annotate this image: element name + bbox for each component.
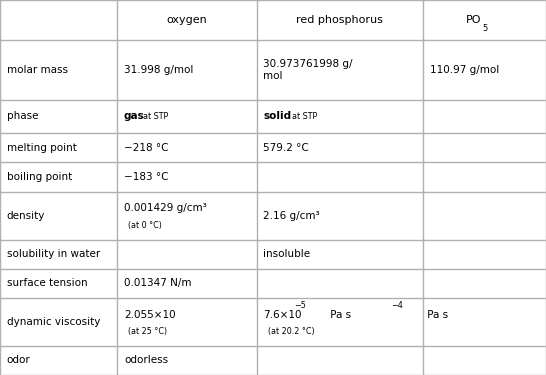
Text: molar mass: molar mass xyxy=(7,65,68,75)
Text: 579.2 °C: 579.2 °C xyxy=(263,143,309,153)
Text: gas: gas xyxy=(124,111,145,122)
Text: (at 0 °C): (at 0 °C) xyxy=(128,220,162,230)
Text: boiling point: boiling point xyxy=(7,172,72,182)
Text: surface tension: surface tension xyxy=(7,278,87,288)
Text: at STP: at STP xyxy=(292,112,317,121)
Text: phase: phase xyxy=(7,111,38,122)
Text: 0.001429 g/cm³: 0.001429 g/cm³ xyxy=(124,204,207,213)
Text: −183 °C: −183 °C xyxy=(124,172,169,182)
Text: 30.973761998 g/
mol: 30.973761998 g/ mol xyxy=(263,59,353,81)
Text: odorless: odorless xyxy=(124,356,168,365)
Text: 5: 5 xyxy=(483,24,488,33)
Text: odor: odor xyxy=(7,356,30,365)
Text: 7.6×10: 7.6×10 xyxy=(263,310,302,320)
Text: 2.055×10: 2.055×10 xyxy=(124,310,176,320)
Text: insoluble: insoluble xyxy=(263,249,310,259)
Text: at STP: at STP xyxy=(143,112,168,121)
Text: −5: −5 xyxy=(294,301,306,310)
Text: (at 25 °C): (at 25 °C) xyxy=(128,327,168,336)
Text: solubility in water: solubility in water xyxy=(7,249,100,259)
Text: Pa s: Pa s xyxy=(424,310,448,320)
Text: 31.998 g/mol: 31.998 g/mol xyxy=(124,65,193,75)
Text: (at 20.2 °C): (at 20.2 °C) xyxy=(268,327,314,336)
Text: dynamic viscosity: dynamic viscosity xyxy=(7,317,100,327)
Text: −218 °C: −218 °C xyxy=(124,143,169,153)
Text: Pa s: Pa s xyxy=(327,310,352,320)
Text: red phosphorus: red phosphorus xyxy=(296,15,383,25)
Text: density: density xyxy=(7,211,45,220)
Text: oxygen: oxygen xyxy=(167,15,207,25)
Text: 0.01347 N/m: 0.01347 N/m xyxy=(124,278,192,288)
Text: solid: solid xyxy=(263,111,292,122)
Text: 2.16 g/cm³: 2.16 g/cm³ xyxy=(263,211,320,220)
Text: −4: −4 xyxy=(391,301,403,310)
Text: PO: PO xyxy=(466,15,482,25)
Text: 110.97 g/mol: 110.97 g/mol xyxy=(430,65,499,75)
Text: melting point: melting point xyxy=(7,143,76,153)
